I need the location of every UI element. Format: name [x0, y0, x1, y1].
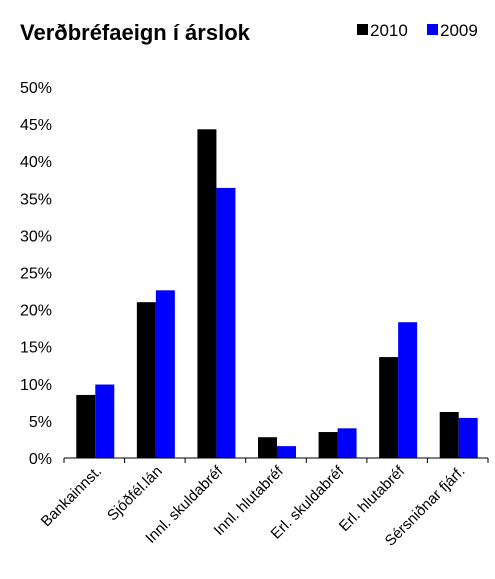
bar-2010-3: [197, 129, 217, 458]
bar-2010-5: [318, 432, 338, 458]
bar-2010-6: [379, 357, 399, 458]
bars: [76, 129, 478, 459]
y-tick-label: 10%: [20, 377, 52, 394]
bar-2009-4: [277, 446, 296, 458]
bar-2009-2: [155, 290, 175, 458]
y-tick-label: 25%: [20, 266, 52, 283]
chart-title: Verðbréfaeign í árslok: [20, 20, 251, 45]
y-tick-label: 35%: [20, 191, 52, 208]
y-axis-ticks: 0% 5% 10% 15% 20% 25% 30% 35% 40% 45% 50%: [20, 80, 52, 468]
bar-2010-7: [439, 411, 459, 458]
bar-2009-5: [337, 428, 357, 458]
y-tick-label: 20%: [20, 303, 52, 320]
y-tick-label: 40%: [20, 154, 52, 171]
bar-2010-2: [136, 302, 156, 458]
legend-label-2010: 2010: [370, 21, 408, 40]
bar-2010-1: [76, 394, 96, 458]
bar-2009-1: [95, 384, 115, 458]
x-category-label: Bankainnst.: [38, 463, 105, 530]
legend-swatch-2009: [427, 24, 438, 35]
bar-2009-7: [458, 417, 478, 458]
bar-2009-3: [216, 187, 236, 459]
bar-2009-6: [398, 322, 418, 458]
bar-2010-4: [258, 437, 277, 458]
y-tick-label: 50%: [20, 80, 52, 97]
legend: 2010 2009: [357, 21, 478, 40]
x-axis-ticks: [63, 458, 489, 463]
x-category-label: Sjóðfél.lán: [104, 463, 166, 525]
legend-label-2009: 2009: [440, 21, 478, 40]
y-tick-label: 45%: [20, 117, 52, 134]
legend-swatch-2010: [357, 24, 368, 35]
y-tick-label: 30%: [20, 228, 52, 245]
y-tick-label: 15%: [20, 340, 52, 357]
y-tick-label: 5%: [29, 414, 52, 431]
y-tick-label: 0%: [29, 451, 52, 468]
